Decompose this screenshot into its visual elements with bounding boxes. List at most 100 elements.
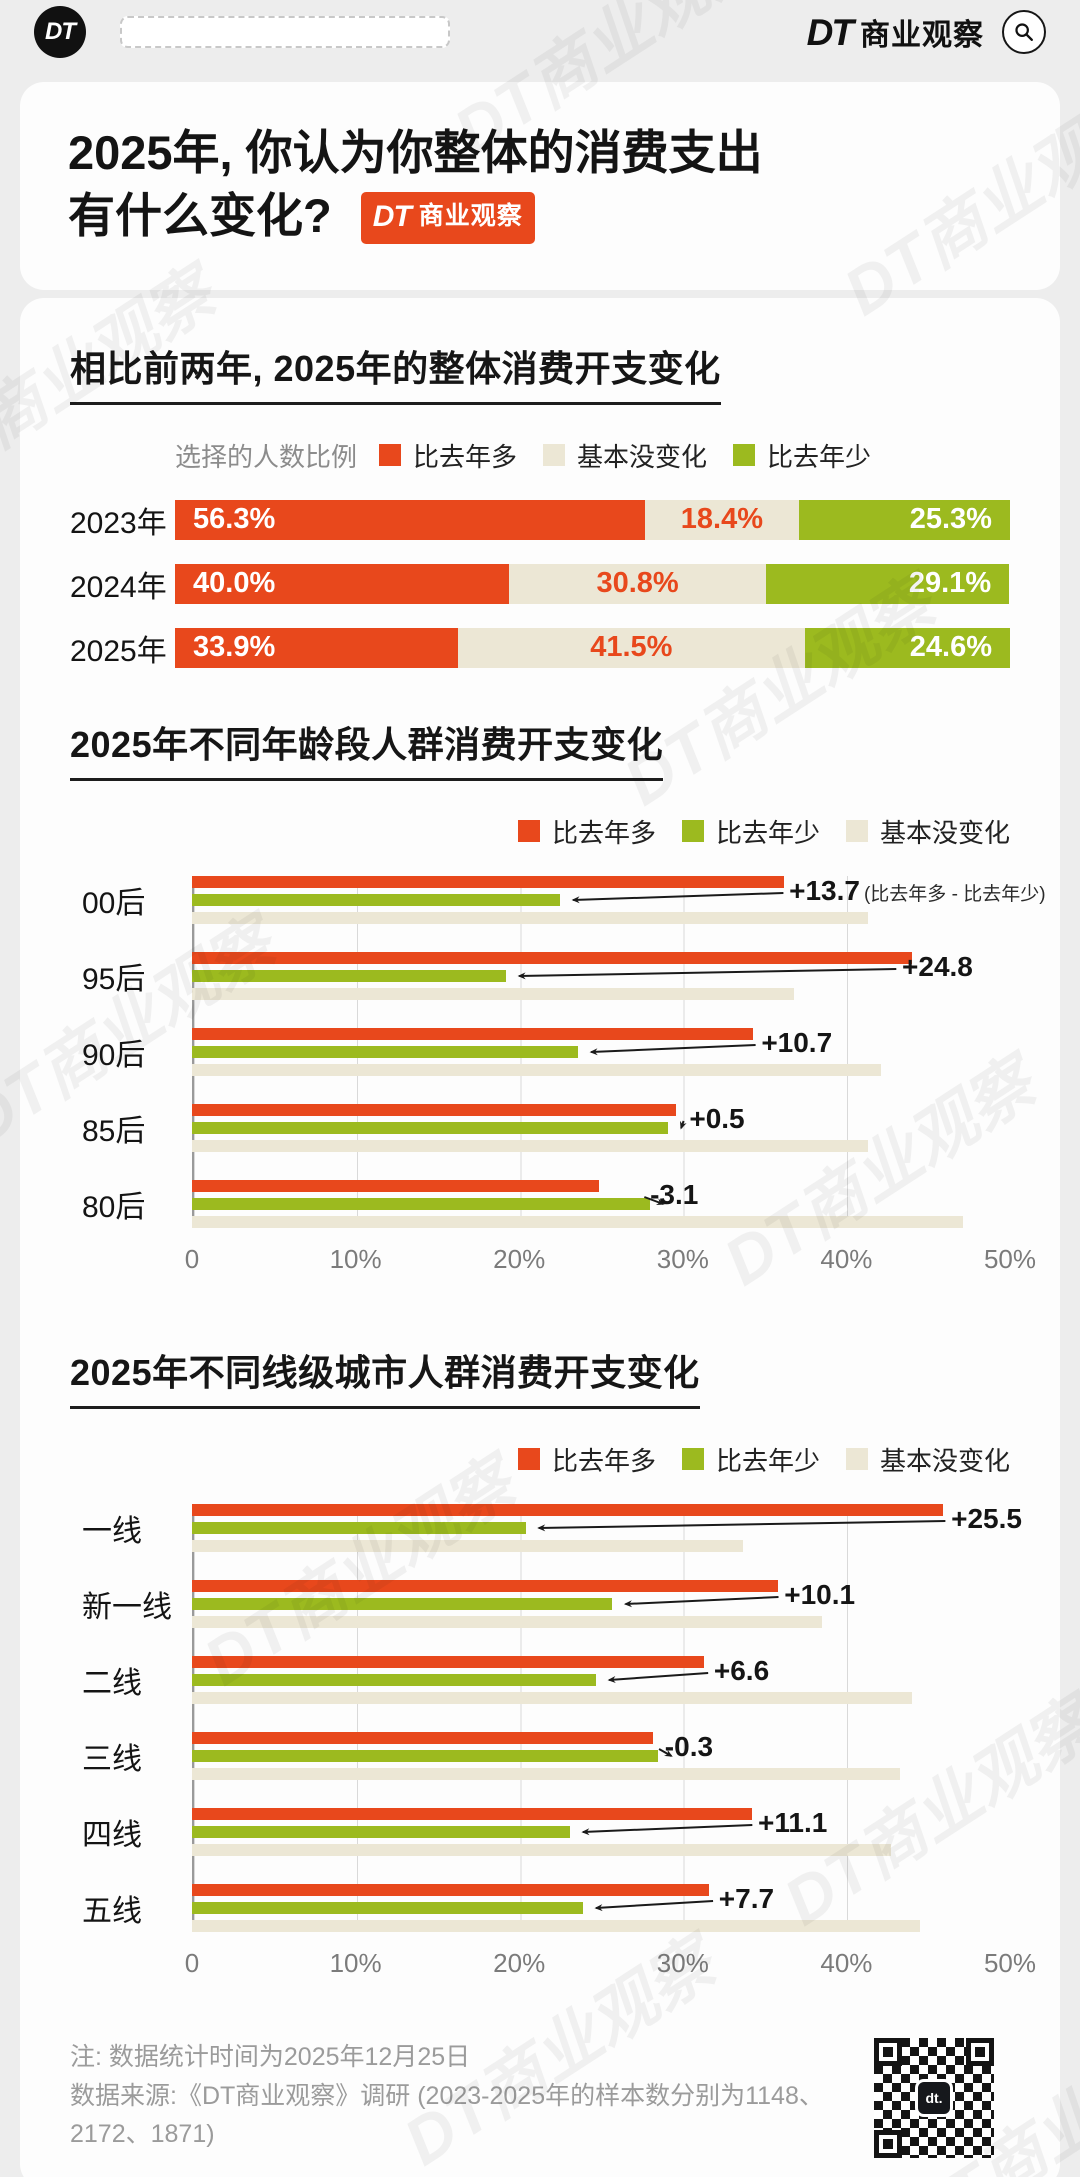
bar-annotation: +0.5: [689, 1102, 745, 1138]
bar-same: [192, 1615, 822, 1628]
data-source-notes: 注: 数据统计时间为2025年12月25日 数据来源:《DT商业观察》调研 (2…: [70, 2038, 870, 2154]
bar-annotation: +6.6: [714, 1656, 769, 1690]
annotation-arrow: [658, 1748, 673, 1757]
dt-logo[interactable]: DT: [34, 6, 86, 58]
annotation-arrow: [607, 1671, 709, 1683]
legend-swatch-more: [517, 1448, 540, 1471]
section-age-groups: 2025年不同年龄段人群消费开支变化 比去年多 比去年少 基本没变化 00后 +1…: [70, 716, 1046, 1280]
bar-group-bars: +11.1: [192, 1807, 1010, 1856]
bar-group-bars: +24.8: [192, 950, 1010, 1000]
bar-group: 二线 +6.6: [70, 1655, 1010, 1704]
qr-finder: [874, 2037, 902, 2066]
row-label: 2023年: [70, 506, 167, 540]
annotation-value: -3.1: [650, 1178, 699, 1210]
segment-value: 30.8%: [596, 567, 679, 600]
category-label: 90后: [82, 1038, 146, 1072]
section-title: 相比前两年, 2025年的整体消费开支变化: [70, 340, 1010, 405]
search-icon: [1015, 23, 1033, 41]
bar-segment-less: 29.1%: [766, 563, 1010, 604]
grid-lines: [192, 1503, 1010, 1932]
segment-value: 24.6%: [909, 631, 992, 664]
search-input[interactable]: [120, 16, 450, 48]
bar-same: [192, 1919, 921, 1932]
annotation-value: +7.7: [718, 1882, 775, 1914]
bar-group: 五线 +7.7: [70, 1882, 1010, 1932]
category-label: 00后: [82, 886, 146, 920]
bar-more: [192, 1883, 709, 1896]
annotation-value: -0.3: [664, 1730, 714, 1762]
bar-group-bars: +13.7 (比去年多 - 比去年少): [192, 875, 1046, 924]
annotation-value: +24.8: [902, 950, 973, 982]
footer-row: 注: 数据统计时间为2025年12月25日 数据来源:《DT商业观察》调研 (2…: [70, 2037, 1010, 2158]
x-tick: 0: [184, 1243, 200, 1274]
legend-swatch-less: [681, 1448, 704, 1471]
segment-value: 18.4%: [680, 503, 764, 536]
legend-item-less: 比去年少: [733, 437, 871, 474]
stacked-bar: 40.0% 30.8% 29.1%: [175, 563, 1010, 604]
brand-logo: DT 商业观察: [807, 10, 984, 54]
bar-more: [192, 1103, 677, 1116]
section-title: 2025年不同线级城市人群消费开支变化: [70, 1344, 1010, 1409]
segment-value: 41.5%: [590, 631, 673, 664]
bar-group-bars: -0.3: [192, 1730, 1010, 1780]
bar-segment-same: 30.8%: [509, 563, 767, 604]
legend-swatch-more: [517, 820, 540, 843]
bar-same: [192, 1767, 901, 1780]
search-button[interactable]: [1002, 10, 1046, 54]
category-label: 80后: [82, 1190, 146, 1224]
legend-item-less: 比去年少: [681, 1441, 820, 1478]
annotation-arrow: [623, 1595, 779, 1608]
bar-same: [192, 1539, 744, 1552]
bar-segment-more: 40.0%: [175, 563, 509, 604]
segment-value: 29.1%: [908, 567, 992, 600]
category-label: 85后: [82, 1114, 146, 1148]
segment-value: 25.3%: [909, 503, 992, 536]
bar-less: [192, 1597, 613, 1610]
bar-annotation: +7.7: [718, 1882, 775, 1918]
bar-less: [192, 1901, 583, 1914]
category-label: 一线: [82, 1514, 142, 1548]
bar-segment-more: 56.3%: [175, 499, 646, 540]
legend-age: 比去年多 比去年少 基本没变化: [70, 813, 1010, 850]
legend-overall: 选择的人数比例 比去年多 基本没变化 比去年少: [175, 437, 1010, 474]
x-tick: 10%: [329, 1243, 382, 1274]
section-title: 2025年不同年龄段人群消费开支变化: [70, 716, 1010, 781]
legend-swatch-same: [845, 1448, 868, 1471]
legend-city: 比去年多 比去年少 基本没变化: [70, 1441, 1010, 1478]
bar-same: [192, 987, 795, 1000]
bar-group: 一线 +25.5: [70, 1503, 1022, 1552]
section-overall-change: 相比前两年, 2025年的整体消费开支变化 选择的人数比例 比去年多 基本没变化…: [70, 340, 1010, 670]
stacked-bar-chart: 2023年 56.3% 18.4% 25.3% 2024年 40.0% 30.8% 29.1%…: [70, 498, 1010, 670]
legend-item-more: 比去年多: [517, 1441, 656, 1478]
bar-more: [192, 1655, 705, 1668]
bar-group-bars: +6.6: [192, 1655, 1010, 1704]
title-line-1: 2025年, 你认为你整体的消费支出: [68, 126, 763, 179]
annotation-arrow: [517, 967, 897, 980]
dt-brand-badge: DT 商业观察: [360, 191, 535, 245]
badge-name-text: 商业观察: [418, 202, 523, 231]
stacked-bar-row: 2025年 33.9% 41.5% 24.6%: [70, 626, 1010, 670]
bar-more: [192, 1731, 654, 1744]
brand-dt-text: DT: [806, 12, 854, 53]
legend-swatch-same: [543, 444, 566, 467]
bar-more: [192, 1503, 943, 1516]
note-date: 注: 数据统计时间为2025年12月25日: [70, 2042, 471, 2071]
grouped-bar-chart-city: 一线 +25.5 新一线 +10.1 二线 +6.6 三线 -0.3 四线 +11.1 五线 +7.7…: [70, 1503, 1036, 1984]
chart-plot: 一线 +25.5 新一线 +10.1 二线 +6.6 三线 -0.3 四线 +11.1 五线 +7.7: [70, 1503, 1022, 1932]
annotation-arrow: [679, 1120, 687, 1130]
bar-more: [192, 1179, 600, 1192]
x-tick: 20%: [493, 1947, 546, 1978]
topbar: DT DT 商业观察: [0, 0, 1080, 64]
bar-group-bars: +10.7: [192, 1027, 1010, 1076]
bar-group: 三线 -0.3: [70, 1730, 1010, 1780]
annotation-arrow: [581, 1823, 753, 1836]
title-line-2: 有什么变化?: [68, 188, 332, 242]
annotation-value: +0.5: [689, 1102, 745, 1134]
bar-less: [192, 1197, 651, 1210]
bar-segment-less: 24.6%: [804, 627, 1010, 668]
x-tick: 30%: [656, 1947, 709, 1978]
x-tick: 40%: [820, 1947, 873, 1978]
bar-same: [192, 1139, 868, 1152]
bar-same: [192, 1215, 963, 1228]
